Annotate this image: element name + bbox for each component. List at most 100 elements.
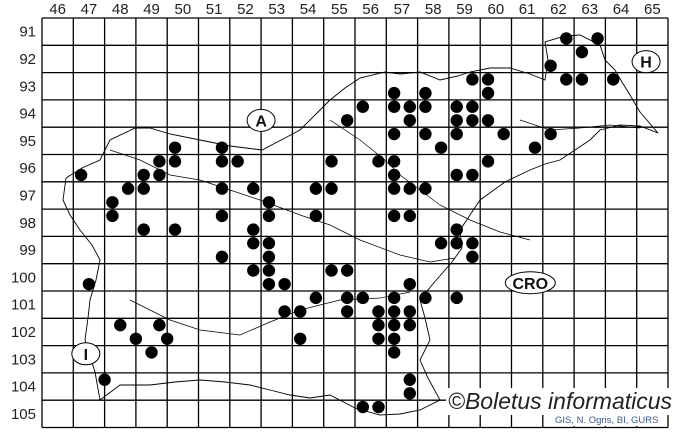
- column-label: 47: [81, 1, 98, 18]
- record-dot: [129, 332, 143, 345]
- record-dot: [340, 114, 354, 127]
- country-label-oval: [504, 271, 556, 295]
- credit-text: GIS, N. Ogris, BI, GURS: [554, 415, 660, 426]
- column-label: 52: [237, 1, 254, 18]
- row-label: 93: [19, 78, 36, 95]
- record-dot: [121, 182, 135, 195]
- record-dot: [325, 155, 338, 168]
- record-dot: [106, 196, 119, 209]
- record-dot: [403, 182, 416, 195]
- row-label: 104: [11, 379, 36, 396]
- record-dot: [262, 237, 276, 250]
- row-label: 105: [11, 406, 36, 423]
- record-dot: [481, 114, 495, 127]
- record-dot: [294, 305, 307, 318]
- record-dot: [168, 223, 182, 236]
- record-dot: [215, 209, 229, 223]
- column-labels: 46 47 48 49 50 51 52 53 54 55 56 57 58 59 60 61 62 63 64 65: [49, 1, 660, 18]
- column-label: 61: [519, 1, 536, 18]
- record-dot: [372, 155, 385, 168]
- country-label: CRO: [512, 276, 548, 293]
- record-dot: [247, 223, 260, 236]
- record-dot: [137, 182, 150, 195]
- column-label: 65: [644, 1, 661, 18]
- column-label: 63: [581, 1, 598, 18]
- record-dot: [278, 305, 291, 318]
- record-dot: [82, 277, 96, 291]
- row-label: 92: [19, 51, 36, 68]
- record-dot: [106, 209, 119, 223]
- column-label: 55: [331, 1, 348, 18]
- record-dot: [434, 141, 448, 154]
- record-dot: [419, 127, 432, 141]
- record-dot: [247, 182, 260, 195]
- record-dot: [387, 318, 401, 332]
- record-dot: [450, 127, 463, 141]
- record-dot: [466, 168, 479, 182]
- record-dot: [450, 168, 463, 182]
- row-label: 99: [19, 242, 36, 259]
- record-dot: [481, 86, 495, 100]
- record-dot: [591, 32, 604, 45]
- record-dot: [450, 237, 463, 250]
- record-dot: [419, 100, 432, 113]
- record-dot: [356, 100, 370, 113]
- record-dot: [481, 73, 495, 86]
- record-dot: [450, 100, 463, 113]
- column-label: 64: [613, 1, 630, 18]
- watermark: ©Boletus informaticus: [446, 388, 675, 415]
- record-dot: [309, 209, 323, 223]
- record-dot: [247, 237, 260, 250]
- record-dot: [340, 264, 354, 277]
- record-dot: [575, 73, 589, 86]
- record-dot: [419, 291, 432, 305]
- record-dot: [387, 332, 401, 345]
- record-dot: [403, 305, 416, 318]
- record-dot: [387, 127, 401, 141]
- column-label: 62: [550, 1, 567, 18]
- column-label: 46: [49, 1, 66, 18]
- record-dot: [231, 155, 244, 168]
- row-label: 97: [19, 187, 36, 204]
- row-labels: 91 92 93 94 95 96 97 98 99 100 101 102 103 104 105: [11, 24, 36, 423]
- record-dot: [403, 318, 416, 332]
- record-dot: [544, 59, 557, 72]
- record-dot: [356, 291, 370, 305]
- record-dot: [262, 209, 276, 223]
- record-dot: [340, 305, 354, 318]
- record-dot: [466, 237, 479, 250]
- country-label-oval: [631, 50, 661, 74]
- record-dot: [98, 373, 111, 386]
- record-dot: [403, 277, 416, 291]
- record-dot: [372, 305, 385, 318]
- column-label: 54: [300, 1, 317, 18]
- record-dot: [387, 346, 401, 359]
- record-dot: [262, 264, 276, 277]
- record-dot: [560, 32, 573, 45]
- record-dot: [372, 332, 385, 345]
- record-dot: [387, 86, 401, 100]
- record-dot: [450, 223, 463, 236]
- record-dot: [215, 141, 229, 154]
- record-dot: [387, 182, 401, 195]
- column-label: 51: [206, 1, 223, 18]
- row-label: 103: [11, 351, 36, 368]
- record-dot: [607, 73, 620, 86]
- row-label: 95: [19, 133, 36, 150]
- record-dot: [262, 196, 276, 209]
- record-dots: [74, 32, 620, 414]
- record-dot: [466, 73, 479, 86]
- record-dot: [387, 291, 401, 305]
- record-dot: [450, 114, 463, 127]
- row-label: 98: [19, 215, 36, 232]
- row-label: 91: [19, 24, 36, 41]
- record-dot: [403, 209, 416, 223]
- record-dot: [215, 250, 229, 264]
- row-label: 101: [11, 297, 36, 314]
- record-dot: [340, 291, 354, 305]
- row-label: 96: [19, 160, 36, 177]
- country-label-oval: [246, 108, 276, 132]
- record-dot: [372, 318, 385, 332]
- record-dot: [309, 291, 323, 305]
- record-dot: [466, 250, 479, 264]
